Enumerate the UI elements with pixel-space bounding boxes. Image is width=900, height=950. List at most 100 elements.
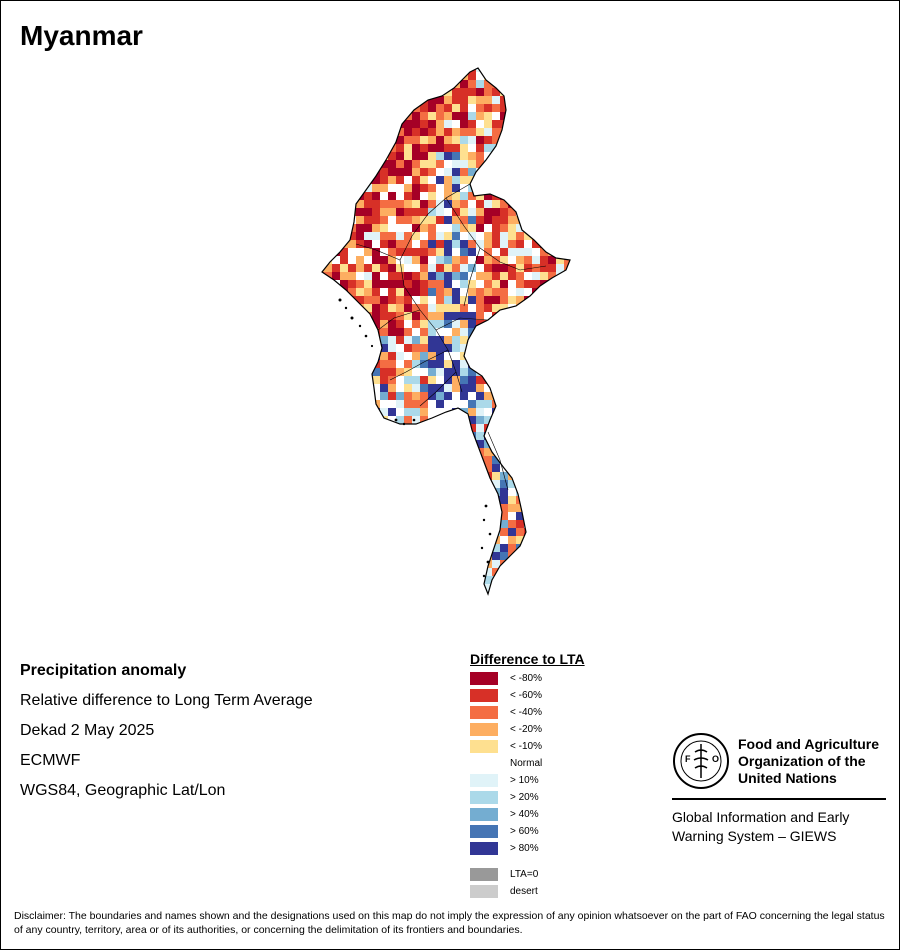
anomaly-cell — [404, 528, 412, 536]
anomaly-cell — [428, 112, 436, 120]
anomaly-cell — [532, 128, 540, 136]
anomaly-cell — [460, 488, 468, 496]
anomaly-cell — [348, 96, 356, 104]
anomaly-cell — [476, 232, 484, 240]
anomaly-cell — [500, 408, 508, 416]
anomaly-cell — [476, 384, 484, 392]
anomaly-cell — [540, 296, 548, 304]
anomaly-cell — [332, 448, 340, 456]
anomaly-cell — [476, 400, 484, 408]
anomaly-cell — [452, 328, 460, 336]
anomaly-cell — [508, 456, 516, 464]
anomaly-cell — [476, 336, 484, 344]
anomaly-cell — [396, 192, 404, 200]
anomaly-cell — [476, 464, 484, 472]
anomaly-cell — [322, 528, 324, 536]
anomaly-cell — [460, 496, 468, 504]
anomaly-cell — [484, 304, 492, 312]
anomaly-cell — [484, 512, 492, 520]
anomaly-cell — [428, 344, 436, 352]
anomaly-cell — [468, 272, 476, 280]
anomaly-cell — [404, 248, 412, 256]
anomaly-cell — [380, 392, 388, 400]
anomaly-cell — [508, 368, 516, 376]
anomaly-cell — [388, 488, 396, 496]
anomaly-cell — [420, 480, 428, 488]
anomaly-cell — [540, 120, 548, 128]
anomaly-cell — [540, 464, 548, 472]
anomaly-cell — [428, 576, 436, 584]
anomaly-cell — [452, 184, 460, 192]
anomaly-cell — [428, 528, 436, 536]
anomaly-cell — [364, 480, 372, 488]
anomaly-cell — [476, 528, 484, 536]
anomaly-cell — [396, 240, 404, 248]
anomaly-cell — [444, 560, 452, 568]
anomaly-cell — [460, 560, 468, 568]
anomaly-cell — [332, 360, 340, 368]
anomaly-cell — [444, 68, 452, 72]
anomaly-cell — [420, 512, 428, 520]
anomaly-cell — [372, 560, 380, 568]
anomaly-cell — [380, 440, 388, 448]
anomaly-cell — [322, 176, 324, 184]
anomaly-cell — [396, 160, 404, 168]
anomaly-cell — [492, 344, 500, 352]
legend-items: < -80% < -60% < -40% < -20% < -10% Normal > 10… — [470, 670, 585, 857]
anomaly-cell — [468, 488, 476, 496]
anomaly-cell — [322, 248, 324, 256]
anomaly-cell — [556, 488, 564, 496]
anomaly-cell — [516, 80, 524, 88]
anomaly-cell — [348, 320, 356, 328]
anomaly-cell — [420, 200, 428, 208]
anomaly-cell — [540, 96, 548, 104]
anomaly-cell — [396, 304, 404, 312]
anomaly-cell — [492, 368, 500, 376]
anomaly-cell — [508, 144, 516, 152]
anomaly-cell — [380, 72, 388, 80]
anomaly-cell — [484, 384, 492, 392]
anomaly-cell — [476, 176, 484, 184]
anomaly-cell — [516, 360, 524, 368]
anomaly-cell — [548, 168, 556, 176]
anomaly-cell — [324, 400, 332, 408]
anomaly-cell — [508, 544, 516, 552]
anomaly-cell — [428, 232, 436, 240]
anomaly-cell — [476, 184, 484, 192]
anomaly-cell — [332, 128, 340, 136]
anomaly-cell — [444, 328, 452, 336]
anomaly-cell — [324, 264, 332, 272]
anomaly-cell — [556, 456, 564, 464]
anomaly-cell — [332, 184, 340, 192]
anomaly-cell — [516, 128, 524, 136]
anomaly-cell — [460, 288, 468, 296]
anomaly-cell — [508, 400, 516, 408]
anomaly-cell — [492, 104, 500, 112]
anomaly-cell — [532, 208, 540, 216]
anomaly-cell — [524, 68, 532, 72]
anomaly-cell — [460, 264, 468, 272]
anomaly-cell — [322, 440, 324, 448]
anomaly-cell — [548, 536, 556, 544]
anomaly-cell — [396, 408, 404, 416]
anomaly-cell — [500, 88, 508, 96]
anomaly-cell — [428, 96, 436, 104]
anomaly-cell — [324, 80, 332, 88]
anomaly-cell — [476, 80, 484, 88]
anomaly-cell — [524, 360, 532, 368]
anomaly-cell — [532, 96, 540, 104]
anomaly-cell — [340, 104, 348, 112]
anomaly-cell — [532, 584, 540, 592]
anomaly-cell — [428, 360, 436, 368]
anomaly-cell — [332, 104, 340, 112]
anomaly-cell — [524, 72, 532, 80]
anomaly-cell — [420, 392, 428, 400]
anomaly-cell — [556, 232, 564, 240]
anomaly-cell — [322, 544, 324, 552]
anomaly-cell — [380, 296, 388, 304]
anomaly-cell — [436, 184, 444, 192]
anomaly-cell — [380, 552, 388, 560]
anomaly-cell — [322, 312, 324, 320]
anomaly-cell — [508, 80, 516, 88]
svg-text:O: O — [712, 754, 719, 764]
